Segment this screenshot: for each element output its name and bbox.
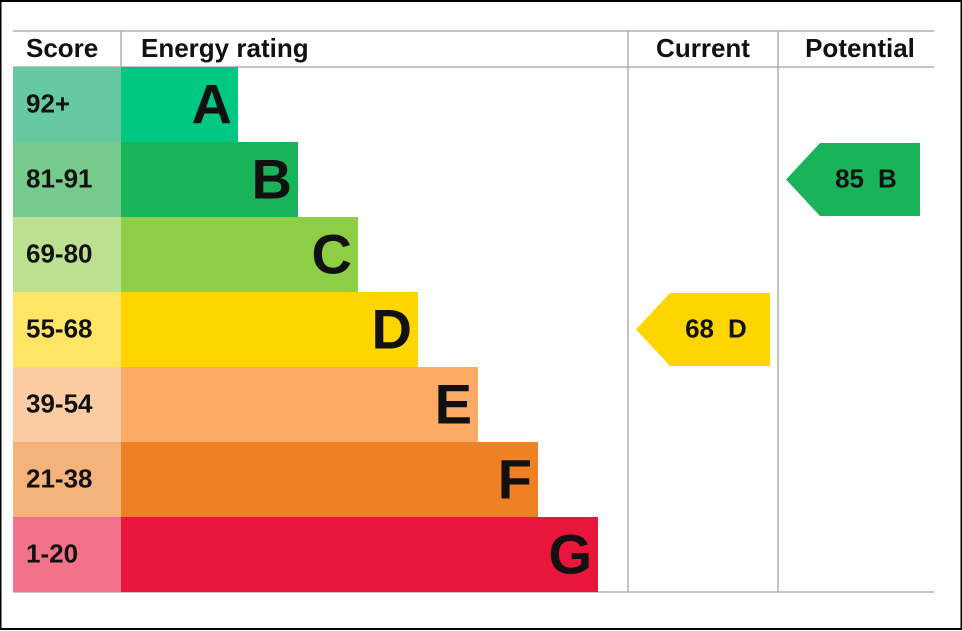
rating-letter: A xyxy=(192,72,232,135)
rating-bar xyxy=(121,142,298,217)
rating-bar xyxy=(121,517,598,592)
score-cell xyxy=(13,217,121,292)
rating-bar xyxy=(121,67,238,142)
rating-letter: E xyxy=(435,372,472,435)
score-cell xyxy=(13,517,121,592)
score-range: 21-38 xyxy=(26,463,93,493)
rating-letter: F xyxy=(498,447,532,510)
rating-letter: G xyxy=(548,522,592,585)
rating-bar xyxy=(121,292,418,367)
score-cell xyxy=(13,67,121,142)
score-range: 1-20 xyxy=(26,538,78,568)
potential-value: 85 xyxy=(835,163,864,193)
rating-bar xyxy=(121,367,478,442)
score-range: 69-80 xyxy=(26,238,93,268)
rating-letter: B xyxy=(252,147,292,210)
score-cell xyxy=(13,142,121,217)
potential-arrow xyxy=(786,143,920,216)
current-letter: D xyxy=(728,313,747,343)
score-range: 81-91 xyxy=(26,163,93,193)
header-current: Current xyxy=(656,33,750,63)
score-range: 39-54 xyxy=(26,388,93,418)
score-range: 92+ xyxy=(26,88,70,118)
header-rating: Energy rating xyxy=(141,33,309,63)
header-score: Score xyxy=(26,33,98,63)
rating-letter: C xyxy=(312,222,352,285)
header-potential: Potential xyxy=(805,33,915,63)
score-cell xyxy=(13,292,121,367)
rating-bar xyxy=(121,442,538,517)
current-value: 68 xyxy=(685,313,714,343)
current-arrow xyxy=(636,293,770,366)
potential-letter: B xyxy=(878,163,897,193)
score-cell xyxy=(13,367,121,442)
score-range: 55-68 xyxy=(26,313,93,343)
rating-letter: D xyxy=(372,297,412,360)
rating-bar xyxy=(121,217,358,292)
score-cell xyxy=(13,442,121,517)
